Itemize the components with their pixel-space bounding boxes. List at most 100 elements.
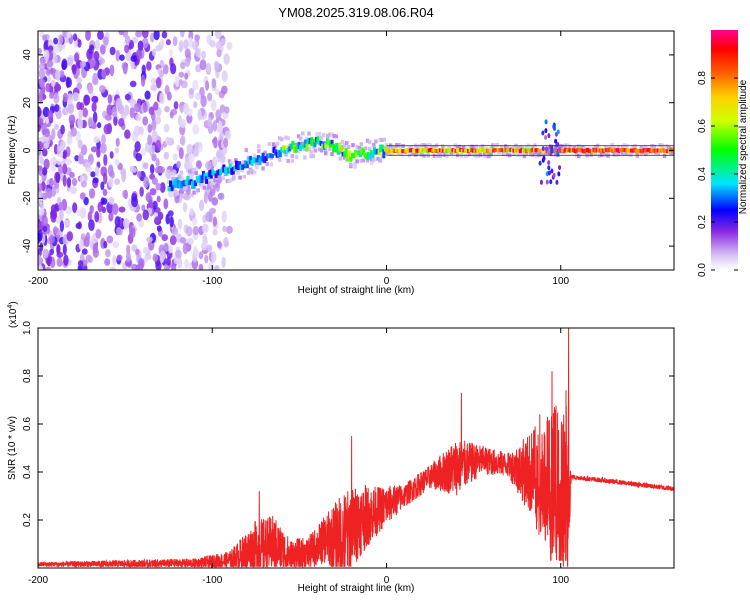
spectrogram-cell: [561, 148, 565, 153]
spectrogram-cell: [311, 138, 315, 146]
spectrogram-cell: [212, 120, 218, 132]
spectrogram-cell: [178, 147, 184, 160]
spectrogram-cell: [503, 148, 507, 153]
spectrogram-cell: [610, 142, 614, 147]
spectrogram-cell: [555, 179, 559, 185]
spectrogram-cell: [449, 150, 453, 155]
spectrogram-cell: [169, 171, 173, 176]
spectrogram-cell: [139, 186, 144, 197]
spectrogram-cell: [457, 144, 462, 149]
spectrogram-cell: [38, 68, 46, 79]
spectrogram-cell: [52, 226, 59, 235]
spectrogram-cell: [224, 106, 230, 114]
spectrogram-cell: [541, 146, 545, 152]
spectrogram-cell: [203, 173, 207, 180]
spectrogram-cell: [522, 151, 527, 156]
spectrogram-cell: [46, 60, 54, 68]
spectrogram-cell: [187, 180, 191, 186]
spectrogram-cell: [151, 145, 156, 154]
spectrogram-cell: [219, 169, 223, 176]
spectrogram-cell: [114, 178, 121, 186]
spectrogram-cell: [556, 151, 560, 157]
spectrogram-cell: [213, 264, 220, 270]
spectrogram-cell: [186, 143, 193, 155]
spectrogram-cell: [238, 175, 242, 180]
spectrogram-cell: [229, 161, 234, 166]
spectrogram-cell: [426, 142, 430, 147]
spectrogram-cell: [505, 152, 510, 157]
spectrogram-cell: [85, 231, 91, 242]
spectrogram-ytick-label: -40: [22, 238, 33, 253]
spectrogram-cell: [189, 207, 194, 216]
spectrogram-cell: [399, 148, 403, 153]
spectrogram-cell: [71, 177, 78, 187]
spectrogram-cell: [292, 145, 296, 153]
spectrogram-cell: [107, 164, 114, 177]
spectrogram-cell: [190, 193, 194, 198]
spectrogram-cell: [379, 144, 383, 153]
spectrogram-cell: [255, 161, 259, 166]
spectrogram-cell: [178, 71, 185, 78]
spectrogram-cell: [161, 234, 168, 242]
spectrogram-cell: [143, 255, 149, 263]
spectrogram-cell: [659, 148, 663, 153]
spectrogram-cell: [488, 148, 492, 153]
spectrogram-cell: [208, 261, 215, 270]
spectrogram-cell: [606, 146, 610, 151]
spectrogram-cell: [250, 170, 255, 175]
spectrogram-cell: [199, 199, 205, 212]
spectrogram-cell: [151, 177, 158, 185]
spectrogram-cell: [636, 148, 640, 153]
spectrogram-cell: [512, 145, 516, 150]
spectrogram-cell: [159, 39, 165, 47]
spectrogram-cell: [118, 31, 125, 36]
spectrogram-cell: [113, 115, 118, 127]
spectrogram-cell: [524, 151, 529, 156]
spectrogram-cell: [136, 49, 143, 60]
spectrogram-cell: [647, 147, 651, 152]
spectrogram-cell: [232, 176, 236, 181]
spectrogram-cell: [173, 179, 177, 189]
spectrogram-cell: [478, 152, 483, 157]
spectrogram-cell: [490, 148, 494, 153]
spectrogram-cell: [260, 155, 264, 161]
spectrogram-cell: [269, 153, 273, 158]
spectrogram-cell: [165, 257, 171, 266]
spectrogram-cell: [374, 139, 378, 144]
spectrogram-cell: [550, 168, 554, 174]
spectrogram-cell: [213, 185, 217, 190]
spectrogram-cell: [547, 170, 551, 176]
spectrogram-cell: [367, 146, 372, 151]
spectrogram-cell: [537, 148, 541, 153]
spectrogram-cell: [159, 250, 167, 260]
spectrogram-cell: [401, 149, 405, 154]
spectrogram-cell: [149, 32, 155, 43]
spectrogram-cell: [167, 174, 171, 179]
spectrogram-cell: [60, 124, 65, 135]
spectrogram-cell: [416, 145, 420, 150]
spectrogram-cell: [405, 148, 409, 153]
spectrogram-cell: [343, 151, 347, 157]
spectrogram-cell: [186, 176, 190, 185]
spectrogram-cell: [422, 143, 426, 148]
spectrogram-cell: [422, 153, 426, 158]
spectrogram-cell: [635, 151, 640, 156]
spectrogram-cell: [38, 91, 43, 102]
spectrogram-cell: [464, 154, 468, 159]
spectrogram-cell: [227, 167, 231, 174]
spectrogram-cell: [492, 148, 496, 153]
spectrogram-cell: [198, 141, 203, 153]
spectrogram-cell: [140, 74, 146, 87]
spectrogram-cell: [374, 149, 378, 155]
spectrogram-cell: [38, 165, 43, 177]
spectrogram-cell: [133, 125, 141, 137]
spectrogram-cell: [586, 147, 590, 152]
spectrogram-cell: [602, 151, 606, 156]
spectrogram-cell: [139, 126, 145, 137]
spectrogram-cell: [432, 153, 437, 158]
spectrogram-cell: [43, 38, 50, 51]
spectrogram-cell: [397, 143, 401, 148]
spectrogram-cell: [151, 48, 157, 57]
spectrogram-cell: [176, 180, 180, 188]
spectrogram-cell: [87, 83, 94, 95]
